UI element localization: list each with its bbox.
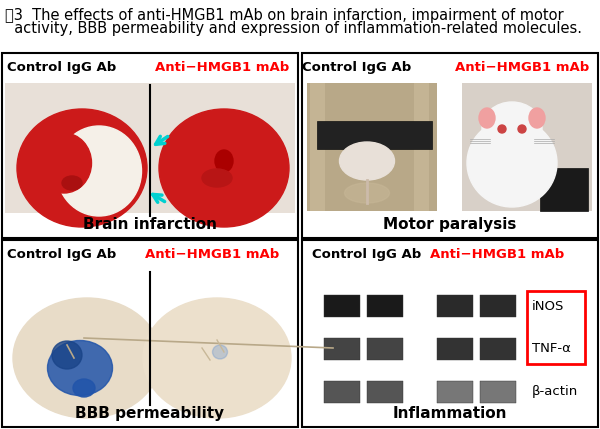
Text: Inflammation: Inflammation — [393, 406, 507, 421]
Ellipse shape — [479, 108, 495, 128]
Text: Motor paralysis: Motor paralysis — [383, 217, 517, 232]
Bar — [367, 338, 403, 360]
Text: TNF-α: TNF-α — [532, 342, 571, 356]
Ellipse shape — [482, 102, 542, 154]
Ellipse shape — [212, 345, 227, 359]
Ellipse shape — [52, 341, 82, 369]
Bar — [307, 83, 437, 211]
Bar — [324, 381, 360, 403]
Ellipse shape — [143, 298, 291, 418]
Bar — [437, 338, 473, 360]
Ellipse shape — [202, 169, 232, 187]
Ellipse shape — [467, 119, 557, 207]
Ellipse shape — [62, 176, 82, 190]
Ellipse shape — [215, 150, 233, 172]
Ellipse shape — [529, 108, 545, 128]
Ellipse shape — [340, 142, 395, 180]
Bar — [527, 291, 585, 364]
Text: BBB permeability: BBB permeability — [76, 406, 224, 421]
Text: Anti−HMGB1 mAb: Anti−HMGB1 mAb — [455, 61, 589, 74]
Ellipse shape — [73, 379, 95, 397]
Text: Anti−HMGB1 mAb: Anti−HMGB1 mAb — [155, 61, 289, 74]
Text: 図3  The effects of anti-HMGB1 mAb on brain infarction, impairment of motor: 図3 The effects of anti-HMGB1 mAb on brai… — [5, 8, 563, 23]
Bar — [367, 295, 403, 317]
Text: Control IgG Ab: Control IgG Ab — [7, 61, 116, 74]
Text: Anti−HMGB1 mAb: Anti−HMGB1 mAb — [145, 248, 279, 261]
Ellipse shape — [13, 298, 161, 418]
Ellipse shape — [56, 126, 142, 216]
Bar — [462, 83, 592, 211]
Bar — [310, 83, 325, 211]
Bar — [2, 53, 298, 238]
Text: Anti−HMGB1 mAb: Anti−HMGB1 mAb — [430, 248, 564, 261]
Bar — [480, 295, 516, 317]
Ellipse shape — [159, 109, 289, 227]
Bar — [480, 381, 516, 403]
Bar — [2, 240, 298, 427]
Bar — [437, 381, 473, 403]
Text: Control IgG Ab: Control IgG Ab — [7, 248, 116, 261]
Bar — [414, 83, 429, 211]
Bar — [324, 295, 360, 317]
Bar — [540, 168, 588, 211]
Text: Control IgG Ab: Control IgG Ab — [313, 248, 422, 261]
Text: activity, BBB permeability and expression of inflammation-related molecules.: activity, BBB permeability and expressio… — [5, 21, 582, 36]
Bar — [302, 53, 598, 238]
Ellipse shape — [47, 341, 113, 396]
Text: Brain infarction: Brain infarction — [83, 217, 217, 232]
Circle shape — [518, 125, 526, 133]
Circle shape — [498, 125, 506, 133]
Bar — [437, 295, 473, 317]
Ellipse shape — [17, 109, 147, 227]
Bar — [324, 338, 360, 360]
Text: β-actin: β-actin — [532, 386, 578, 399]
Text: Control IgG Ab: Control IgG Ab — [302, 61, 412, 74]
Bar — [5, 83, 295, 213]
Bar — [480, 338, 516, 360]
Bar — [367, 381, 403, 403]
Text: iNOS: iNOS — [532, 299, 565, 312]
Ellipse shape — [37, 133, 91, 193]
Ellipse shape — [344, 183, 389, 203]
Bar — [317, 121, 432, 149]
Bar — [302, 240, 598, 427]
